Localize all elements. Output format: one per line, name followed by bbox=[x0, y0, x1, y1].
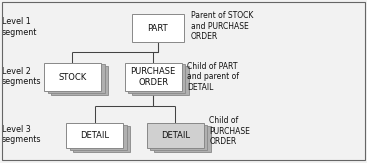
Bar bbox=[150, 125, 207, 150]
Text: DETAIL: DETAIL bbox=[80, 131, 109, 140]
Bar bbox=[128, 64, 185, 93]
Text: PURCHASE
ORDER: PURCHASE ORDER bbox=[131, 67, 176, 87]
Text: Level 3
segments: Level 3 segments bbox=[2, 125, 41, 144]
Bar bbox=[44, 63, 101, 91]
Bar bbox=[70, 125, 127, 150]
Text: Level 1
segment: Level 1 segment bbox=[2, 17, 37, 37]
Bar bbox=[73, 126, 130, 152]
Bar bbox=[132, 66, 189, 95]
Text: PART: PART bbox=[148, 24, 168, 33]
Text: Child of PART
and parent of
DETAIL: Child of PART and parent of DETAIL bbox=[187, 62, 239, 91]
Text: Level 2
segments: Level 2 segments bbox=[2, 67, 41, 86]
Bar bbox=[132, 14, 184, 42]
Text: Parent of STOCK
and PURCHASE
ORDER: Parent of STOCK and PURCHASE ORDER bbox=[191, 11, 253, 41]
Text: DETAIL: DETAIL bbox=[161, 131, 190, 140]
Bar bbox=[125, 63, 182, 91]
Bar bbox=[51, 66, 108, 95]
Bar bbox=[48, 64, 105, 93]
Bar bbox=[147, 123, 204, 148]
Bar bbox=[154, 126, 211, 152]
Bar bbox=[66, 123, 123, 148]
Text: STOCK: STOCK bbox=[58, 73, 87, 82]
Text: Child of
PURCHASE
ORDER: Child of PURCHASE ORDER bbox=[209, 116, 250, 146]
